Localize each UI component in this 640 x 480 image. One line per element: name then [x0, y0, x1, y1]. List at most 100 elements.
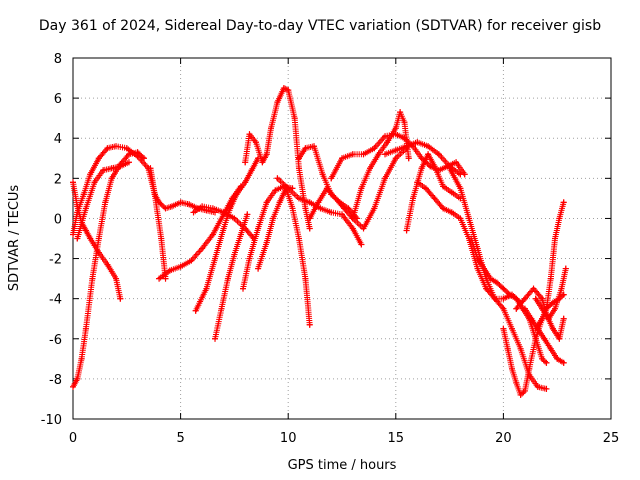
x-tick-label: 15: [388, 431, 405, 446]
data-point: [248, 167, 255, 174]
data-point: [468, 235, 475, 242]
data-point: [188, 257, 195, 264]
data-point: [500, 285, 507, 292]
data-point: [100, 167, 107, 174]
data-point: [457, 215, 464, 222]
grid-lines: [73, 58, 611, 419]
data-point: [306, 199, 313, 206]
y-tick-label: -10: [41, 413, 62, 428]
data-point: [382, 175, 389, 182]
data-point: [560, 315, 567, 322]
data-point: [231, 215, 238, 222]
series-arc-13: [274, 175, 365, 248]
data-point: [392, 155, 399, 162]
data-point: [203, 285, 210, 292]
data-point: [556, 335, 563, 342]
data-point: [125, 151, 132, 158]
series-arc-10: [240, 183, 296, 292]
data-point: [89, 275, 96, 282]
data-point: [521, 387, 528, 394]
data-point: [166, 267, 173, 274]
data-point: [547, 275, 554, 282]
data-point: [425, 143, 432, 150]
data-point: [218, 305, 225, 312]
data-point: [263, 151, 270, 158]
data-point: [317, 205, 324, 212]
marker-trail: [349, 109, 412, 222]
data-point: [190, 209, 197, 216]
data-point: [549, 325, 556, 332]
x-tick-label: 10: [280, 431, 297, 446]
data-point: [509, 365, 516, 372]
data-point: [504, 345, 511, 352]
data-point: [80, 191, 87, 198]
data-point: [255, 265, 262, 272]
data-point: [493, 279, 500, 286]
series-arc-27: [532, 265, 569, 322]
data-point: [405, 155, 412, 162]
series-arc-7: [190, 203, 257, 242]
data-point: [532, 335, 539, 342]
data-point: [414, 179, 421, 186]
y-tick-label: 0: [54, 212, 62, 227]
data-point: [403, 227, 410, 234]
data-point: [371, 145, 378, 152]
data-point: [263, 239, 270, 246]
data-point: [457, 185, 464, 192]
series-arc-24: [513, 285, 567, 342]
data-point: [302, 275, 309, 282]
data-point: [285, 185, 292, 192]
data-point: [349, 151, 356, 158]
data-point: [177, 199, 184, 206]
plot-frame: [72, 57, 612, 420]
marker-trail: [532, 199, 567, 332]
data-point: [306, 225, 313, 232]
data-point: [224, 275, 231, 282]
data-point: [151, 191, 158, 198]
data-point: [358, 185, 365, 192]
data-point: [358, 241, 365, 248]
marker-trail: [414, 179, 524, 306]
data-point: [95, 235, 102, 242]
data-point: [168, 203, 175, 210]
data-point: [70, 383, 76, 390]
series-arc-9: [212, 211, 251, 342]
data-point: [156, 275, 163, 282]
data-point: [539, 315, 546, 322]
series-arc-3: [70, 149, 148, 390]
y-tick-label: -8: [49, 373, 62, 388]
data-point: [517, 391, 524, 398]
data-point: [246, 255, 253, 262]
data-point: [530, 285, 537, 292]
data-point: [240, 285, 247, 292]
x-axis-ticks: 0 5 10 15 20 25: [69, 58, 619, 446]
data-point: [509, 325, 516, 332]
data-point: [392, 147, 399, 154]
data-point: [74, 203, 81, 210]
data-point: [560, 199, 567, 206]
data-point: [306, 321, 313, 328]
data-point: [242, 159, 249, 166]
data-point: [371, 205, 378, 212]
data-point: [227, 205, 234, 212]
data-point: [526, 365, 533, 372]
data-point: [306, 215, 313, 222]
data-point: [453, 159, 460, 166]
y-tick-label: 8: [54, 52, 62, 67]
data-point: [328, 175, 335, 182]
data-point: [552, 235, 559, 242]
data-point: [272, 187, 279, 194]
data-point: [315, 199, 322, 206]
data-point: [302, 145, 309, 152]
data-point: [448, 189, 455, 196]
data-point: [186, 201, 193, 208]
series-arc-21: [446, 165, 550, 392]
data-point: [70, 231, 76, 238]
data-point: [532, 295, 539, 302]
data-point: [500, 325, 507, 332]
data-point: [341, 205, 348, 212]
data-point: [244, 211, 251, 218]
data-point: [500, 305, 507, 312]
data-point: [528, 315, 535, 322]
